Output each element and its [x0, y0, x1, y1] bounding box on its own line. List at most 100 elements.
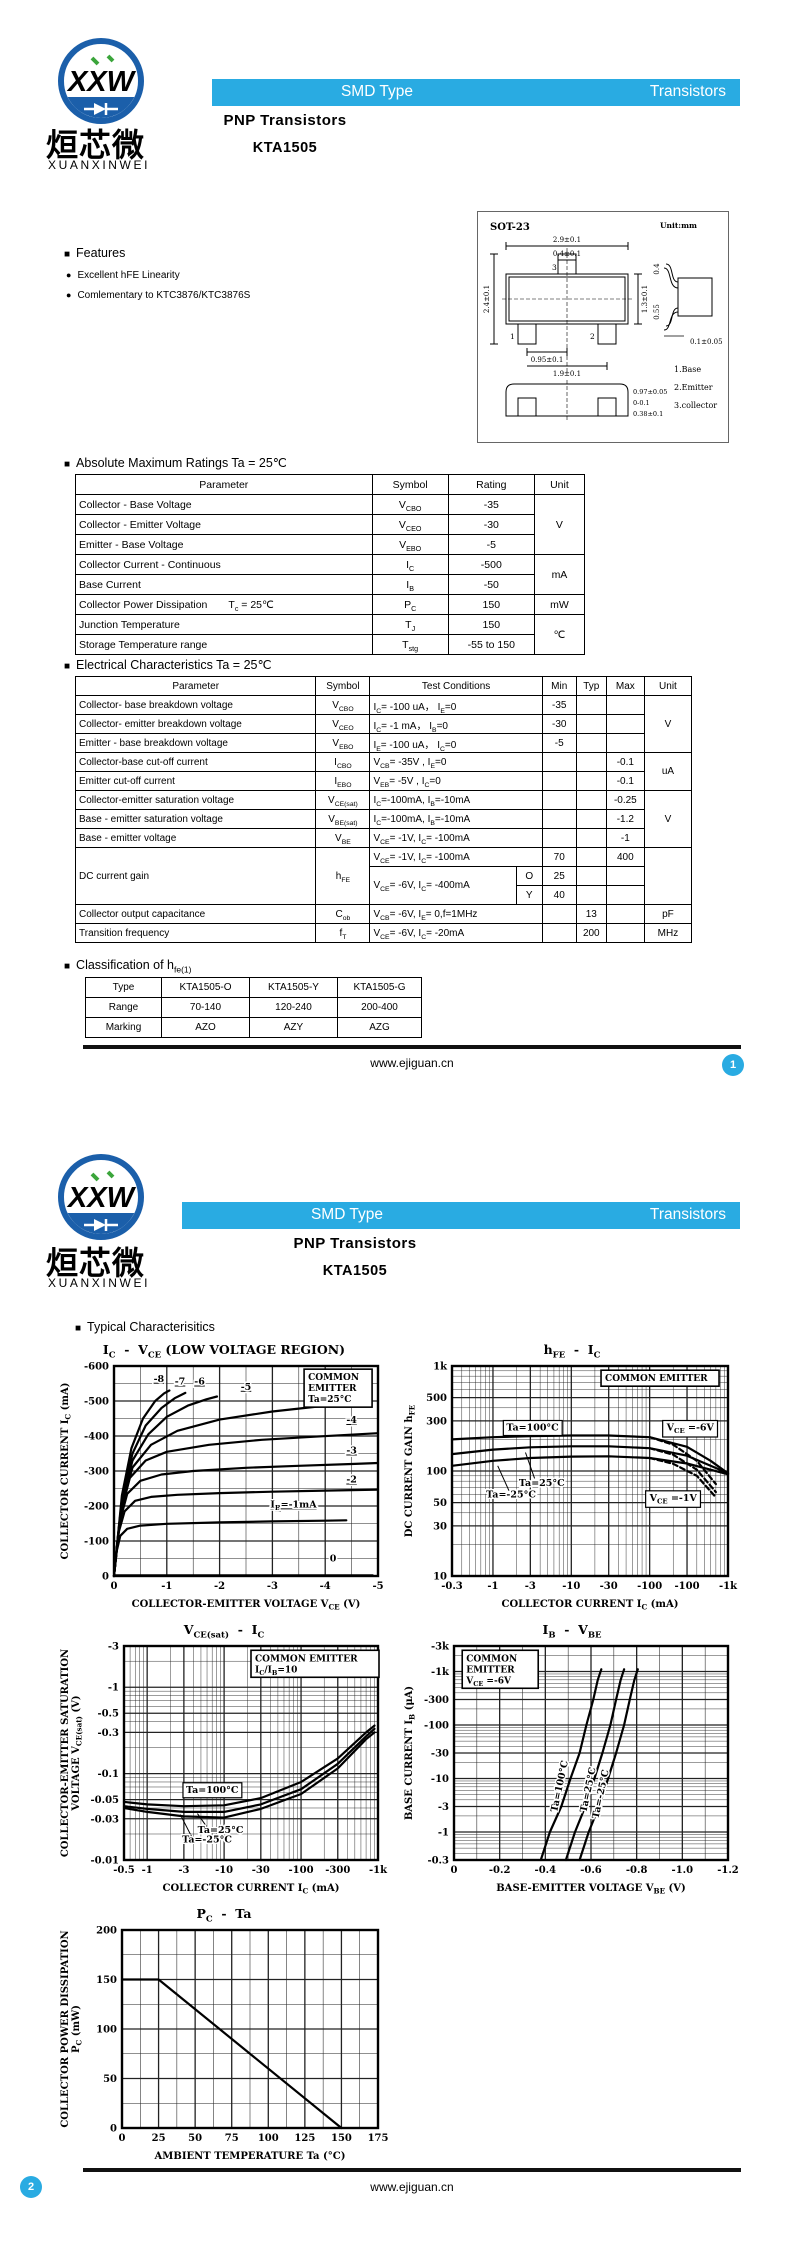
package-unit: Unit:mm	[660, 221, 697, 230]
dim-span: 1.9±0.1	[553, 370, 581, 378]
svg-text:-0.1: -0.1	[97, 1769, 119, 1780]
svg-text:-0.3: -0.3	[441, 1581, 463, 1592]
column-header: KTA1505-G	[337, 977, 422, 998]
table-cell	[575, 828, 607, 848]
logo-green-accent	[106, 1170, 115, 1179]
svg-text:200: 200	[96, 1926, 117, 1937]
bullet-icon: ●	[66, 290, 72, 300]
page-title: PNP Transistors	[293, 1235, 417, 1252]
footer-url[interactable]: www.ejiguan.cn	[370, 1056, 454, 1070]
dim-pin3-width: 0.4±0.1	[553, 250, 581, 258]
svg-text:BASE CURRENT IB​ (μA): BASE CURRENT IB​ (μA)	[404, 1686, 417, 1820]
svg-text:COMMON EMITTER: COMMON EMITTER	[605, 1374, 708, 1384]
section-bullet-icon: ■	[64, 961, 71, 972]
feature-item: ● Comlementary to KTC3876/KTC3876S	[66, 290, 251, 301]
column-header: Max	[605, 676, 645, 696]
table-cell	[541, 828, 577, 848]
chart-hfe-ic: hFE - IC -0.3 -1 -3 -10 -30 -100 -100 -1k 10 30 50…	[402, 1342, 742, 1615]
pin-legend-collector: 3.collector	[674, 401, 717, 410]
table-cell	[541, 790, 577, 810]
table-cell: -30	[541, 714, 577, 734]
table-cell	[575, 771, 607, 791]
svg-text:75: 75	[225, 2133, 239, 2144]
table-cell: IEBO	[315, 771, 371, 791]
table-cell: AZG	[337, 1017, 422, 1038]
svg-text:-100: -100	[84, 1537, 109, 1548]
page-number-badge: 1	[722, 1054, 744, 1076]
table-cell	[643, 847, 693, 905]
svg-text:-0.01: -0.01	[90, 1856, 119, 1867]
table-cell: Base Current	[75, 574, 373, 595]
svg-text:-3: -3	[178, 1865, 189, 1876]
chart-title: IB - VBE	[542, 1622, 602, 1641]
svg-text:-5: -5	[372, 1581, 383, 1592]
column-header: Min	[541, 676, 577, 696]
table-cell: 200	[575, 923, 607, 943]
table-cell: -35	[447, 494, 535, 515]
table-cell: PC	[371, 594, 449, 615]
table-cell: -30	[447, 514, 535, 535]
pin-number-3: 3	[552, 263, 557, 272]
svg-text:Ta=-25°C: Ta=-25°C	[182, 1834, 232, 1845]
svg-text:10: 10	[433, 1572, 447, 1583]
table-cell: IC= -1 mA， IB=0	[369, 714, 543, 734]
svg-text:PC​ (mW): PC​ (mW)	[71, 2005, 84, 2053]
table-cell: VCB= -35V , IE=0	[369, 752, 543, 772]
table-cell: Storage Temperature range	[75, 634, 373, 655]
table-cell: 150	[447, 594, 535, 615]
chart-ib-vbe-plot: 0 -0.2 -0.4 -0.6 -0.8 -1.0 -1.2 -3k -1k -300 -100 -…	[404, 1642, 739, 1896]
svg-text:150: 150	[96, 1975, 117, 1986]
typical-characteristics-heading: ■ Typical Characterisitics	[75, 1320, 215, 1334]
svg-text:VCE​ =-6V: VCE​ =-6V	[666, 1423, 715, 1436]
amr-table: Parameter Symbol Rating Unit Collector - Bas…	[75, 474, 586, 655]
part-number: KTA1505	[252, 140, 318, 156]
table-cell	[541, 904, 577, 924]
chart-title: hFE - IC	[543, 1342, 601, 1361]
table-cell: AZY	[249, 1017, 338, 1038]
svg-text:50: 50	[103, 2074, 117, 2085]
svg-text:0: 0	[330, 1553, 337, 1564]
dim-inner-height: 1.3±0.1	[641, 285, 649, 313]
table-cell: DC current gain	[74, 847, 317, 905]
svg-text:COLLECTOR-EMITTER VOLTAGE VCE​: COLLECTOR-EMITTER VOLTAGE VCE​ (V)	[132, 1599, 361, 1610]
svg-text:-3: -3	[525, 1581, 536, 1592]
table-cell	[541, 771, 577, 791]
table-cell: VCEO	[315, 714, 371, 734]
table-cell	[605, 733, 645, 753]
dim-body-height: 2.4±0.1	[483, 285, 491, 313]
column-header: Type	[85, 977, 162, 998]
svg-text:-1: -1	[142, 1865, 153, 1876]
svg-text:-0.3: -0.3	[97, 1728, 119, 1739]
table-cell: Cob	[315, 904, 371, 924]
table-cell: VCE= -6V, IC= -400mA	[369, 866, 517, 905]
table-cell	[575, 733, 607, 753]
footer-url[interactable]: www.ejiguan.cn	[370, 2180, 454, 2194]
package-side-view	[663, 263, 713, 337]
chart-grid	[121, 1929, 379, 2129]
svg-text:-0.03: -0.03	[90, 1814, 119, 1825]
package-top-view	[490, 242, 642, 374]
svg-text:-300: -300	[84, 1467, 109, 1478]
table-cell: 70	[541, 847, 577, 867]
column-header: Unit	[643, 676, 693, 696]
table-cell: Collector-emitter saturation voltage	[74, 790, 317, 810]
column-header: KTA1505-Y	[249, 977, 338, 998]
chart-title: IC - VCE (LOW VOLTAGE REGION)	[102, 1342, 346, 1361]
svg-text:-1k: -1k	[369, 1865, 388, 1876]
svg-text:100: 100	[96, 2025, 117, 2036]
table-cell: Collector- emitter breakdown voltage	[74, 714, 317, 734]
svg-text:-0.8: -0.8	[626, 1865, 648, 1876]
table-cell: V	[643, 790, 693, 848]
svg-text:50: 50	[433, 1498, 447, 1509]
svg-text:-1.2: -1.2	[717, 1865, 739, 1876]
svg-text:30: 30	[433, 1521, 447, 1532]
dim-standoff: 0-0.1	[633, 399, 650, 407]
svg-text:BASE-EMITTER VOLTAGE VBE​ (V): BASE-EMITTER VOLTAGE VBE​ (V)	[496, 1883, 686, 1894]
svg-text:-3: -3	[108, 1642, 119, 1653]
svg-text:COLLECTOR CURRENT IC​ (mA): COLLECTOR CURRENT IC​ (mA)	[502, 1599, 679, 1610]
svg-text:COLLECTOR CURRENT IC​ (mA): COLLECTOR CURRENT IC​ (mA)	[163, 1883, 340, 1894]
table-cell: Collector-base cut-off current	[74, 752, 317, 772]
table-cell: TJ	[371, 614, 449, 635]
table-cell: -50	[447, 574, 535, 595]
